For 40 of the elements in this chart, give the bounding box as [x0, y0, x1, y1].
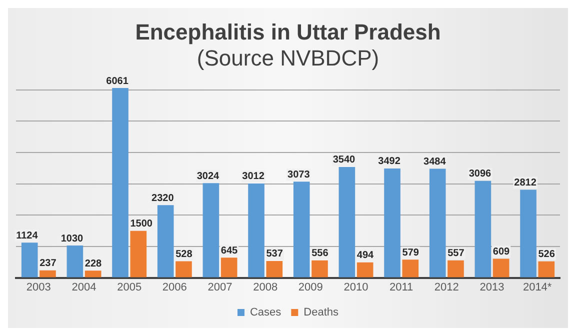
- data-label: 2812: [514, 178, 537, 188]
- x-tick-label: 2010: [344, 281, 368, 294]
- chart-subtitle: (Source NVBDCP): [196, 46, 380, 71]
- data-label: 556: [312, 248, 329, 260]
- legend-label: Cases: [250, 306, 282, 319]
- x-tick-label: 2012: [434, 281, 459, 294]
- data-label: 609: [492, 246, 510, 258]
- data-label: 579: [402, 247, 420, 258]
- data-label: 3012: [242, 171, 265, 182]
- data-label: 1030: [60, 233, 84, 244]
- x-tick-label: 2007: [208, 281, 232, 294]
- data-label: 528: [176, 249, 193, 260]
- data-label: 3484: [424, 156, 446, 168]
- data-label: 3540: [332, 154, 356, 166]
- data-label: 3492: [378, 156, 401, 168]
- x-tick-label: 2005: [117, 281, 142, 294]
- data-label: 1500: [130, 218, 153, 230]
- x-tick-label: 2004: [72, 281, 96, 294]
- x-tick-label: 2006: [162, 281, 187, 294]
- data-label: 494: [356, 250, 374, 262]
- x-tick-label: 2009: [298, 281, 323, 294]
- x-tick-label: 2014*: [522, 281, 552, 294]
- data-label: 1124: [16, 230, 38, 242]
- chart-title: Encephalitis in Uttar Pradesh: [135, 19, 441, 44]
- x-tick-label: 2003: [26, 281, 51, 294]
- data-label: 526: [538, 249, 556, 260]
- data-label: 645: [220, 245, 238, 256]
- x-tick-label: 2011: [390, 281, 414, 294]
- data-label: 537: [266, 248, 284, 260]
- data-label: 228: [84, 258, 102, 270]
- x-tick-label: 2008: [253, 281, 278, 294]
- data-label: 3024: [196, 170, 220, 182]
- data-label: 6061: [106, 76, 129, 87]
- legend-label: Deaths: [304, 306, 340, 319]
- data-label: 237: [40, 258, 57, 270]
- data-label: 3096: [468, 168, 492, 180]
- x-tick-label: 2013: [480, 281, 504, 294]
- data-label: 557: [448, 248, 465, 260]
- data-label: 3073: [288, 169, 310, 180]
- data-label: 2320: [152, 192, 174, 204]
